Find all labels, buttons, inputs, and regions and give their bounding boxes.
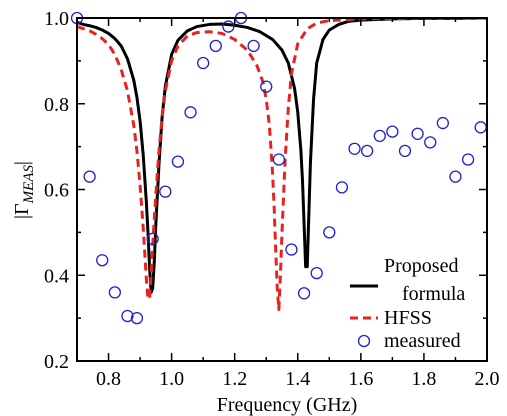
measured-point — [260, 80, 273, 93]
y-tick-label: 0.6 — [44, 180, 69, 202]
measured-point — [323, 226, 336, 239]
legend-label-hfss: HFSS — [384, 307, 432, 329]
measured-point — [310, 266, 323, 280]
measured-point — [108, 286, 121, 299]
measured-point — [159, 185, 172, 198]
x-tick-label: 0.8 — [96, 368, 121, 390]
series-layer — [77, 18, 487, 312]
measured-point — [411, 127, 424, 140]
y-axis-label-sub: MEAS — [21, 165, 37, 205]
legend-label-proposed-line2: formula — [402, 283, 465, 305]
x-tick-label: 2.0 — [475, 368, 500, 390]
measured-point — [449, 170, 462, 183]
measured-point — [96, 254, 109, 267]
series-line-proposed-formula — [77, 18, 487, 294]
y-tick-label: 0.8 — [44, 94, 69, 116]
measured-markers — [70, 11, 487, 325]
measured-point — [297, 287, 311, 300]
legend-label-proposed-line1: Proposed — [384, 255, 458, 277]
x-tick-label: 1.4 — [285, 368, 310, 390]
y-tick-label: 0.2 — [44, 351, 69, 373]
measured-point — [436, 116, 450, 130]
y-axis-label-main: |Γ — [11, 203, 33, 219]
y-axis-label-end: | — [11, 161, 33, 165]
y-tick-label: 0.4 — [44, 265, 69, 287]
measured-point — [474, 121, 487, 134]
measured-point — [348, 142, 361, 155]
series-line-hfss — [77, 18, 487, 312]
y-axis-label: |ΓMEAS| — [11, 161, 37, 219]
legend-swatch-measured — [357, 334, 371, 348]
measured-point — [398, 144, 412, 158]
measured-point — [386, 125, 399, 138]
measured-point — [272, 153, 286, 166]
measured-point — [130, 311, 144, 325]
measured-point — [247, 39, 260, 53]
measured-point — [424, 136, 437, 149]
x-axis-label: Frequency (GHz) — [217, 394, 358, 416]
y-tick-label: 1.0 — [44, 8, 69, 30]
legend: Proposed formula HFSS measured — [350, 255, 465, 352]
measured-point — [171, 155, 185, 168]
measured-point — [222, 20, 235, 33]
x-tick-label: 1.6 — [348, 368, 373, 390]
measured-point — [146, 232, 159, 245]
tick-layer: 0.8 1.0 1.2 1.4 1.6 1.8 2.0 0.2 0.4 0.6 0.8 1.0 — [44, 8, 500, 390]
measured-point — [209, 39, 222, 53]
measured-point — [335, 181, 349, 194]
measured-point — [196, 56, 210, 70]
measured-point — [184, 106, 197, 119]
x-tick-label: 1.2 — [222, 368, 247, 390]
legend-label-measured: measured — [384, 330, 461, 352]
measured-point — [83, 170, 96, 183]
x-tick-label: 1.0 — [159, 368, 184, 390]
measured-point — [285, 243, 298, 256]
measured-point — [360, 144, 374, 158]
measured-point — [373, 129, 386, 143]
measured-point — [461, 153, 475, 166]
x-tick-label: 1.8 — [411, 368, 436, 390]
measured-point — [121, 309, 134, 323]
